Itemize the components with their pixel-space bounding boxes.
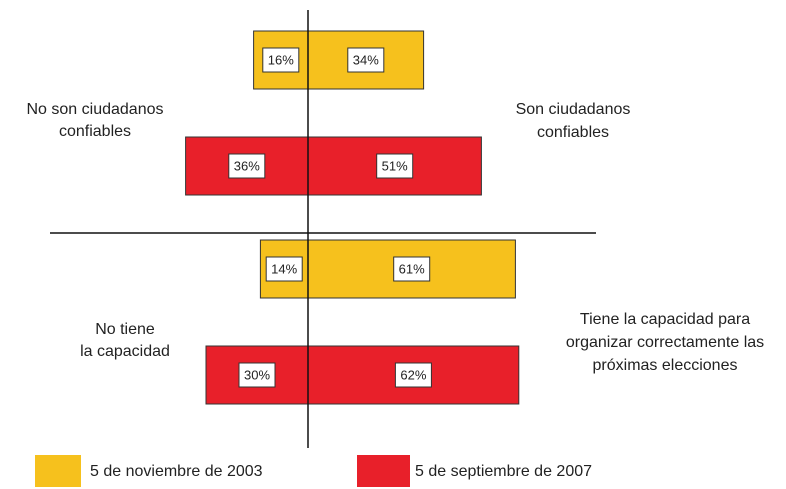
value-label-box [262, 47, 300, 73]
value-label: 34% [353, 52, 379, 67]
value-label: 14% [271, 261, 297, 276]
value-label: 61% [399, 261, 425, 276]
legend-label: 5 de noviembre de 2003 [90, 463, 263, 480]
left-label: la capacidad [80, 343, 170, 360]
value-label: 62% [400, 367, 426, 382]
value-label: 30% [244, 367, 270, 382]
value-label-box [394, 362, 432, 388]
legend-swatch [357, 455, 410, 487]
value-label-box [265, 256, 303, 282]
left-label: confiables [59, 123, 131, 140]
value-label-box [228, 153, 266, 179]
value-label: 51% [382, 158, 408, 173]
right-label: Tiene la capacidad para [580, 311, 750, 328]
value-label-box [238, 362, 276, 388]
left-label: No tiene [95, 321, 155, 338]
value-label-box [347, 47, 385, 73]
right-label: confiables [537, 124, 609, 141]
value-label: 16% [268, 52, 294, 67]
legend-swatch [35, 455, 81, 487]
right-label: próximas elecciones [593, 357, 738, 374]
right-label: Son ciudadanos [516, 101, 631, 118]
right-label: organizar correctamente las [566, 334, 764, 351]
legend-label: 5 de septiembre de 2007 [415, 463, 592, 480]
left-label: No son ciudadanos [27, 101, 164, 118]
value-label-box [393, 256, 431, 282]
value-label: 36% [234, 158, 260, 173]
value-label-box [376, 153, 414, 179]
